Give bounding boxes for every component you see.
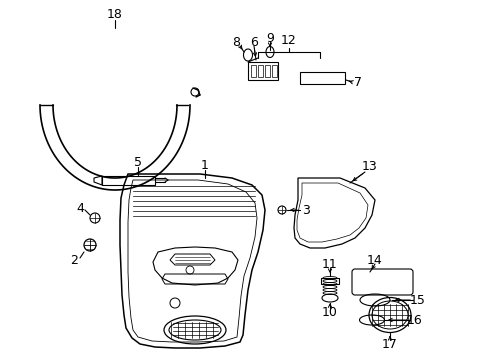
Text: 3: 3 xyxy=(302,203,309,216)
Text: 13: 13 xyxy=(362,159,377,172)
Text: 17: 17 xyxy=(381,338,397,351)
Text: 2: 2 xyxy=(70,253,78,266)
Text: 16: 16 xyxy=(407,314,422,327)
Text: 1: 1 xyxy=(201,158,208,171)
Text: 6: 6 xyxy=(249,36,257,49)
Text: 7: 7 xyxy=(353,76,361,89)
Text: 11: 11 xyxy=(322,257,337,270)
Text: 12: 12 xyxy=(281,33,296,46)
Text: 9: 9 xyxy=(265,32,273,45)
Text: 18: 18 xyxy=(107,8,122,21)
Text: 10: 10 xyxy=(322,306,337,319)
Text: 15: 15 xyxy=(409,293,425,306)
Text: 5: 5 xyxy=(134,156,142,168)
Text: 4: 4 xyxy=(76,202,84,215)
Text: 8: 8 xyxy=(231,36,240,49)
Text: 14: 14 xyxy=(366,253,382,266)
